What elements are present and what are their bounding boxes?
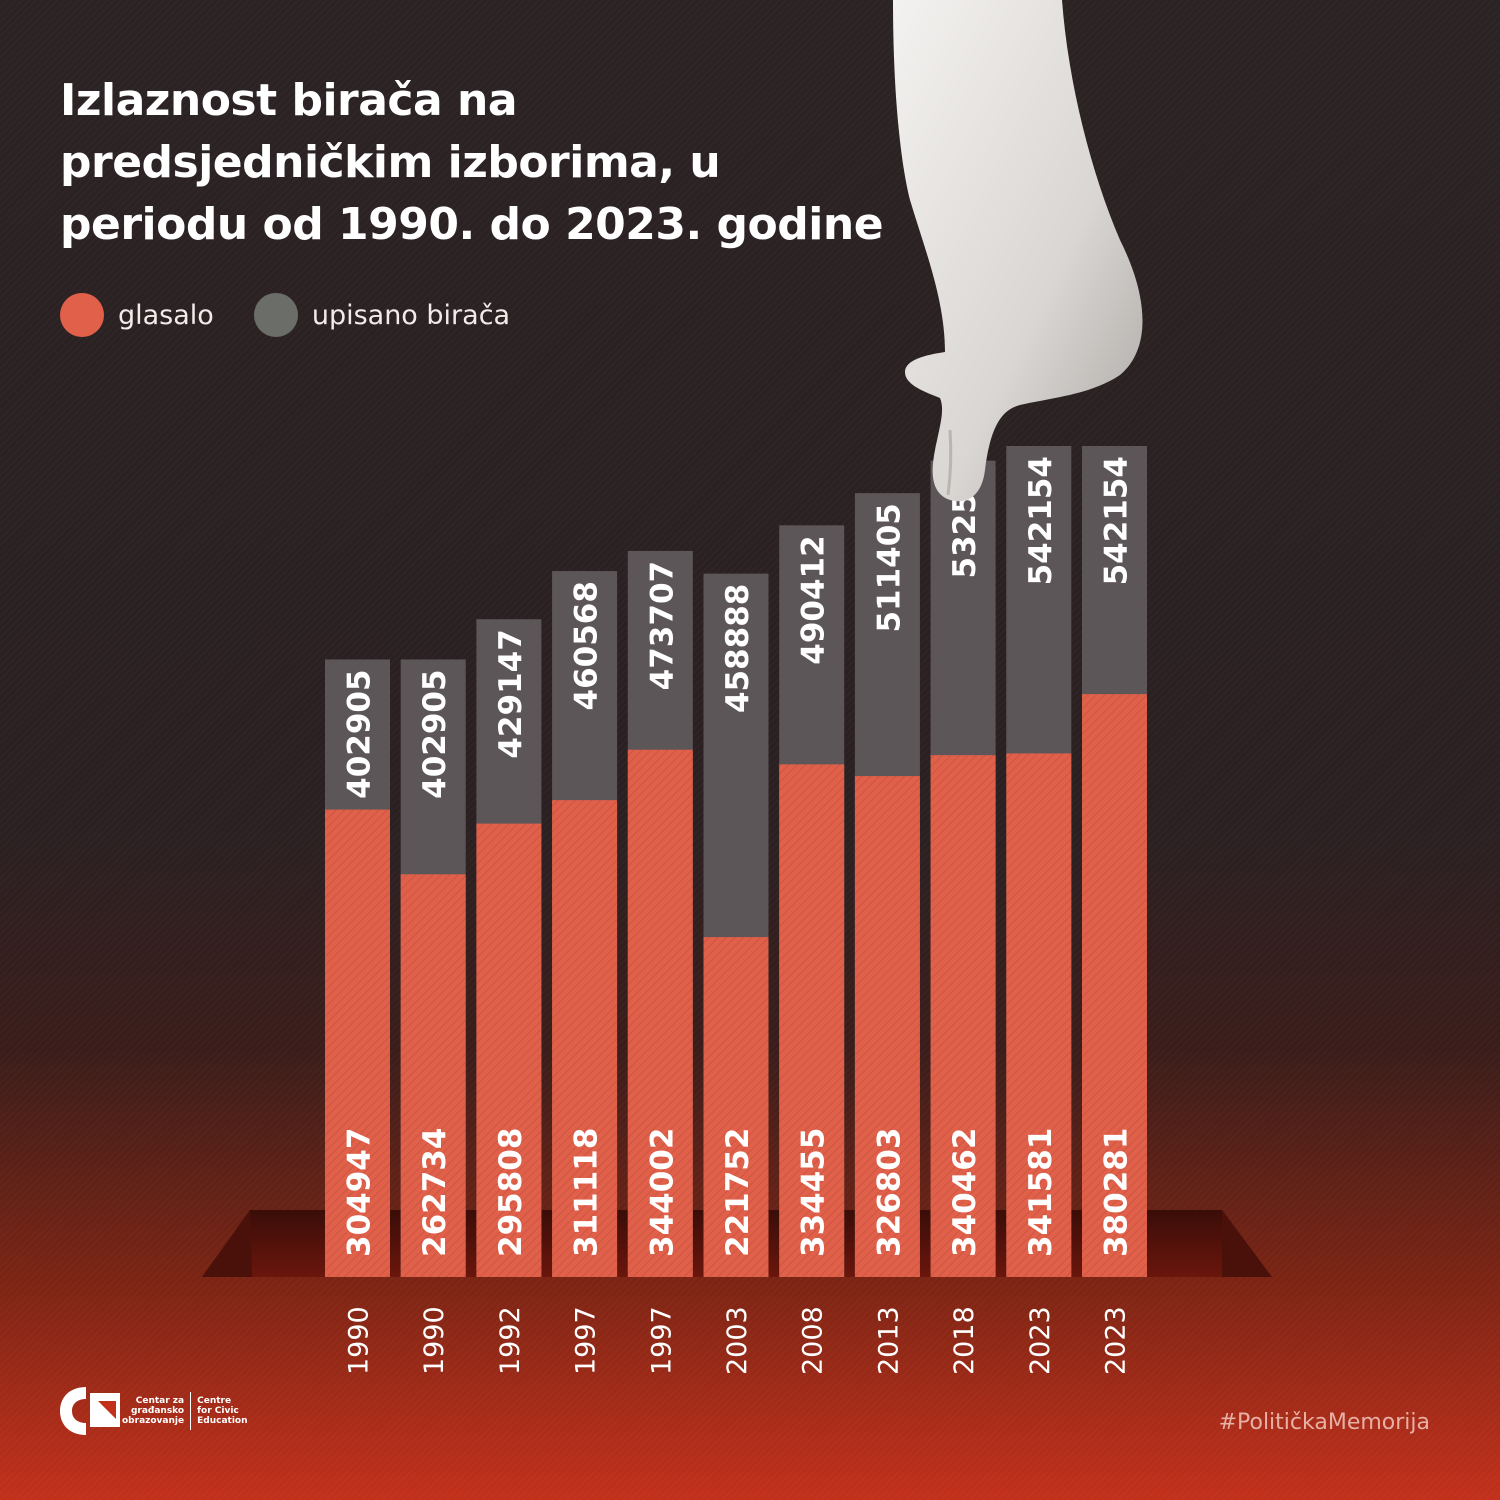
x-tick-label: 1997 xyxy=(646,1306,677,1375)
x-tick-label: 1990 xyxy=(344,1306,375,1375)
legend: glasalo upisano birača xyxy=(60,293,550,337)
x-tick-label: 1997 xyxy=(571,1306,602,1375)
bar-voted-texture xyxy=(627,749,693,1277)
bar-voted-texture xyxy=(779,764,845,1277)
bar-voted-texture xyxy=(930,755,996,1277)
data-label-voted: 344002 xyxy=(644,1128,680,1257)
logo-line: for Civic xyxy=(197,1406,239,1416)
data-label-voted: 380281 xyxy=(1099,1128,1135,1257)
legend-label-voted: glasalo xyxy=(118,299,214,331)
fingernail-line xyxy=(946,429,953,496)
data-label-registered: 429147 xyxy=(493,629,529,758)
bar-voted-texture xyxy=(1082,694,1147,1277)
data-label-registered: 473707 xyxy=(644,561,680,690)
logo-mark-icon xyxy=(60,1387,120,1435)
data-label-voted: 311118 xyxy=(569,1128,605,1257)
data-label-voted: 340462 xyxy=(947,1128,983,1257)
legend-label-registered: upisano birača xyxy=(311,299,511,331)
logo-text-local: Centar za građansko obrazovanje xyxy=(122,1396,184,1426)
logo-line: građansko xyxy=(130,1406,185,1416)
x-tick-label: 2023 xyxy=(1101,1306,1132,1375)
data-label-voted: 304947 xyxy=(342,1128,378,1257)
bar-voted-texture xyxy=(552,800,618,1277)
x-tick-label: 2023 xyxy=(1025,1306,1056,1375)
bar-voted-texture xyxy=(476,823,542,1277)
data-label-registered: 402905 xyxy=(342,669,378,798)
bar-voted-texture xyxy=(854,776,920,1277)
data-label-registered: 511405 xyxy=(871,503,907,632)
data-label-registered: 490412 xyxy=(796,535,832,664)
x-tick-label: 1990 xyxy=(419,1306,450,1375)
logo-line: Education xyxy=(197,1416,248,1426)
data-label-voted: 262734 xyxy=(417,1128,453,1257)
data-label-registered: 542154 xyxy=(1099,456,1135,585)
bars-group: 402905 304947 402905 262734 429147 295808 4605… xyxy=(325,446,1147,1278)
legend-item-registered: upisano birača xyxy=(253,293,511,337)
bar-voted-texture xyxy=(400,874,466,1277)
hashtag: #PolitičkaMemorija xyxy=(1218,1410,1430,1435)
x-tick-label: 2018 xyxy=(949,1306,980,1375)
ballot-slot-right-wall xyxy=(1222,1210,1272,1277)
bar-voted-texture xyxy=(703,937,769,1277)
legend-item-voted: glasalo xyxy=(60,293,214,337)
data-label-registered: 542154 xyxy=(1023,456,1059,585)
data-label-voted: 295808 xyxy=(493,1128,529,1257)
x-axis-labels: 1990 1990 1992 1997 1997 2003 2008 2013 2018 2023… xyxy=(344,1306,1132,1375)
x-tick-label: 1992 xyxy=(495,1306,526,1375)
hand-shape xyxy=(893,0,1143,502)
logo-text-english: Centre for Civic Education xyxy=(197,1396,247,1426)
data-label-voted: 221752 xyxy=(720,1128,756,1257)
x-tick-label: 2013 xyxy=(873,1306,904,1375)
data-label-registered: 402905 xyxy=(417,669,453,798)
x-tick-label: 2003 xyxy=(722,1306,753,1375)
data-label-registered: 460568 xyxy=(569,581,605,710)
data-label-voted: 326803 xyxy=(871,1128,907,1257)
bar-voted-texture xyxy=(1006,753,1072,1277)
logo-line: Centar za xyxy=(135,1396,185,1406)
data-label-registered: 458888 xyxy=(720,584,756,713)
legend-swatch-voted xyxy=(60,293,104,337)
legend-swatch-registered xyxy=(253,293,298,337)
logo-separator xyxy=(190,1392,192,1430)
ballot-slot-left-wall xyxy=(202,1210,252,1277)
page-title: Izlaznost birača na predsjedničkim izbor… xyxy=(60,75,884,250)
logo-line: obrazovanje xyxy=(122,1416,185,1426)
data-label-voted: 341581 xyxy=(1023,1128,1059,1257)
logo: Centar za građansko obrazovanje Centre f… xyxy=(58,1383,248,1439)
logo-line: Centre xyxy=(197,1396,232,1406)
bar-voted-texture xyxy=(325,809,390,1277)
x-tick-label: 2008 xyxy=(798,1306,829,1375)
data-label-voted: 334455 xyxy=(796,1128,832,1257)
